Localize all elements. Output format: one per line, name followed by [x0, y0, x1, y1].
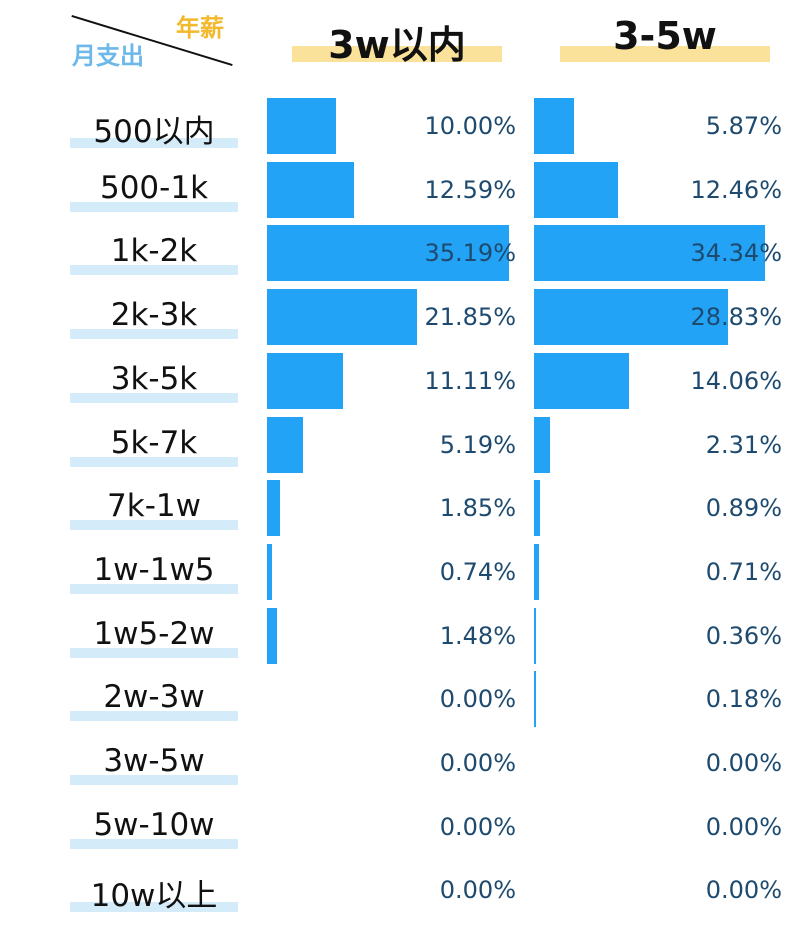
value-label: 14.06%: [690, 366, 782, 395]
value-label: 12.46%: [690, 175, 782, 204]
column-title-highlight: [292, 46, 502, 62]
value-label: 21.85%: [424, 303, 516, 332]
bar: [534, 607, 537, 664]
value-label: 28.83%: [690, 303, 782, 332]
row-label: 2k-3k: [110, 297, 198, 334]
value-label: 0.00%: [705, 749, 782, 777]
bar: [534, 352, 629, 409]
bar: [267, 416, 303, 473]
row-label-highlight: [70, 265, 238, 276]
bar: [267, 98, 336, 154]
row-label: 7k-1w: [107, 488, 201, 525]
row-label: 2w-3w: [103, 679, 205, 716]
bar: [267, 543, 273, 600]
column-title: 3w以内: [328, 23, 466, 67]
row-label-highlight: [70, 456, 238, 467]
value-label: 1.48%: [439, 621, 516, 650]
bar: [534, 289, 729, 346]
row-label: 3w-5w: [103, 743, 205, 779]
bar: [267, 480, 280, 537]
row-axis-label: 月支出: [72, 42, 144, 70]
value-label: 34.34%: [690, 239, 782, 268]
value-label: 0.00%: [439, 749, 516, 777]
row-label-highlight: [70, 838, 238, 849]
bar: [534, 98, 574, 154]
value-label: 0.71%: [705, 557, 782, 586]
value-label: 0.36%: [705, 621, 782, 650]
value-label: 12.59%: [424, 175, 516, 204]
row-label: 500以内: [93, 114, 215, 150]
row-label-highlight: [70, 902, 238, 913]
value-label: 2.31%: [705, 430, 782, 459]
bar: [534, 671, 536, 728]
bar: [267, 607, 278, 664]
row-label-highlight: [70, 583, 238, 594]
value-label: 35.19%: [424, 239, 516, 268]
bar: [267, 225, 509, 282]
column-title: 3-5w: [613, 14, 717, 58]
bar: [534, 225, 766, 282]
bar: [534, 480, 540, 537]
bar: [267, 289, 418, 346]
bar: [267, 352, 344, 409]
value-label: 0.00%: [705, 876, 782, 905]
value-label: 5.87%: [705, 112, 782, 140]
row-label: 500-1k: [99, 169, 209, 206]
value-label: 0.18%: [705, 685, 782, 714]
row-label: 1w5-2w: [93, 615, 215, 652]
value-label: 0.00%: [705, 812, 782, 841]
row-label: 10w以上: [90, 878, 218, 915]
row-label-highlight: [70, 647, 238, 658]
corner-header: 年薪 月支出: [0, 0, 240, 80]
column-title-highlight: [560, 46, 770, 62]
value-label: 0.89%: [705, 494, 782, 523]
row-label: 1w-1w5: [93, 551, 215, 588]
row-label-highlight: [70, 392, 238, 403]
row-label: 5k-7k: [110, 424, 198, 461]
bar: [534, 416, 550, 473]
value-label: 0.00%: [439, 812, 516, 841]
value-label: 11.11%: [424, 366, 516, 395]
row-label-highlight: [70, 711, 238, 722]
value-label: 0.74%: [439, 557, 516, 586]
value-label: 0.00%: [439, 876, 516, 905]
row-label: 3k-5k: [110, 360, 198, 397]
column-axis-label: 年薪: [176, 14, 224, 42]
row-label: 5w-10w: [93, 806, 215, 843]
row-label-highlight: [70, 201, 238, 212]
row-label-highlight: [70, 329, 238, 340]
value-label: 10.00%: [424, 112, 516, 140]
bar: [534, 161, 618, 218]
value-label: 5.19%: [439, 430, 516, 459]
row-label-highlight: [70, 138, 238, 148]
value-label: 0.00%: [439, 685, 516, 714]
bar: [267, 161, 354, 218]
row-label-highlight: [70, 775, 238, 785]
row-label-highlight: [70, 520, 238, 531]
row-label: 1k-2k: [110, 233, 198, 270]
value-label: 1.85%: [439, 494, 516, 523]
bar: [534, 543, 539, 600]
